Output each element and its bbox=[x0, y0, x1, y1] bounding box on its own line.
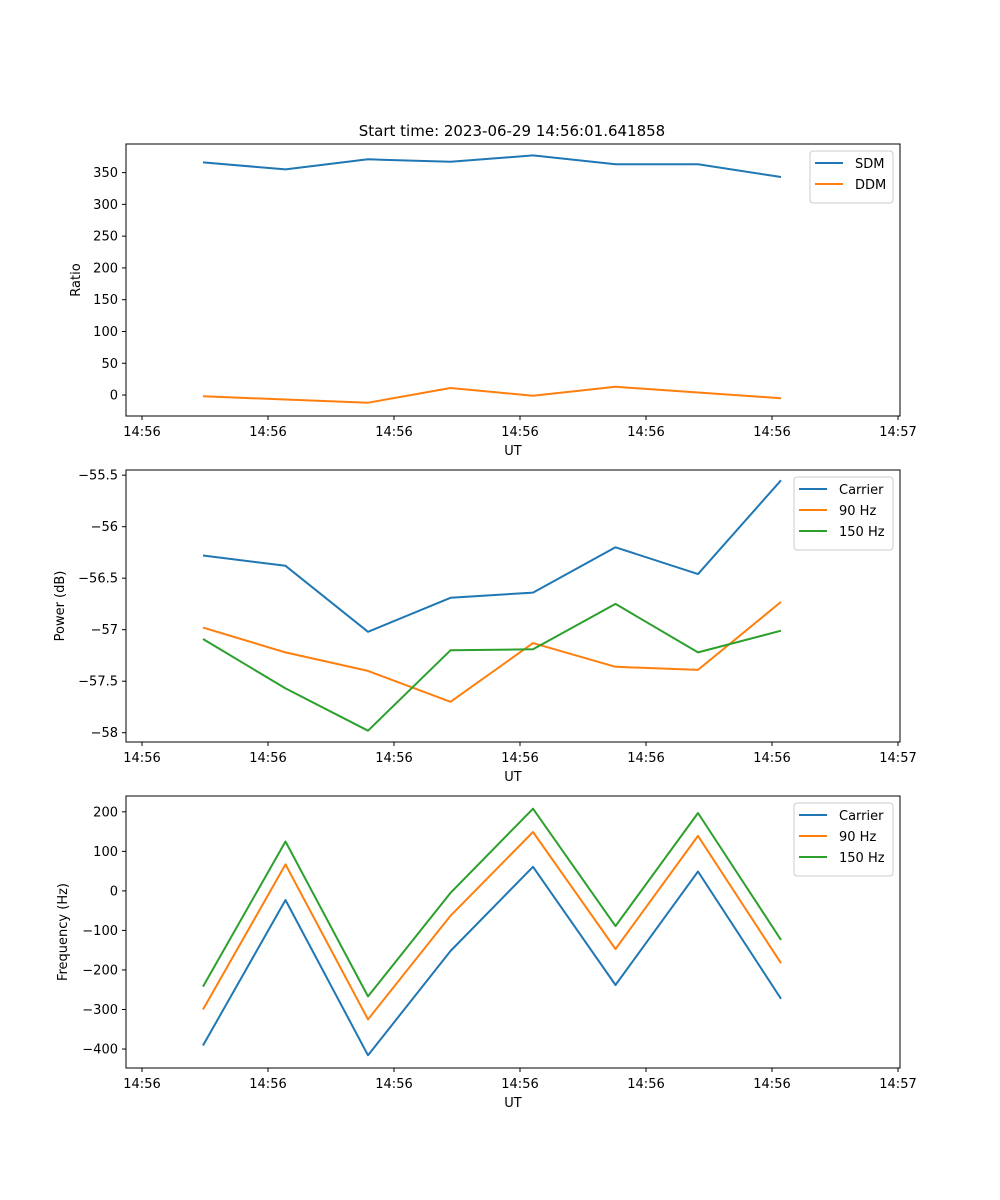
series-line-90-hz bbox=[202, 831, 782, 1021]
y-tick-label: −56.5 bbox=[78, 572, 118, 587]
legend-label: Carrier bbox=[839, 483, 884, 498]
legend-label: 150 Hz bbox=[839, 525, 885, 540]
x-tick-label: 14:56 bbox=[123, 1077, 160, 1092]
y-tick-label: −100 bbox=[82, 924, 118, 939]
x-tick-label: 14:56 bbox=[627, 1077, 664, 1092]
y-tick-label: 300 bbox=[93, 198, 118, 213]
legend-label: 150 Hz bbox=[839, 851, 885, 866]
x-tick-label: 14:56 bbox=[627, 751, 664, 766]
y-tick-label: 150 bbox=[93, 293, 118, 308]
series-line-150-hz bbox=[202, 807, 782, 998]
series-line-90-hz bbox=[202, 601, 782, 703]
x-tick-label: 14:56 bbox=[753, 1077, 790, 1092]
subplot-1: 0 50 100 150 200 250 300 350 14:56 14:56 14:56 14:5… bbox=[69, 143, 917, 459]
axes-frame bbox=[125, 795, 901, 1069]
y-tick-label: 350 bbox=[93, 166, 118, 181]
legend-label: 90 Hz bbox=[839, 504, 876, 519]
y-tick-label: −56 bbox=[91, 520, 118, 535]
y-tick-label: 0 bbox=[110, 884, 118, 899]
legend-label: DDM bbox=[855, 178, 886, 193]
x-tick-label: 14:56 bbox=[501, 751, 538, 766]
x-tick-label: 14:56 bbox=[375, 1077, 412, 1092]
y-tick-label: −300 bbox=[82, 1003, 118, 1018]
series-line-carrier bbox=[202, 479, 782, 633]
x-tick-label: 14:56 bbox=[249, 425, 286, 440]
x-tick-label: 14:56 bbox=[123, 751, 160, 766]
x-tick-label: 14:56 bbox=[501, 425, 538, 440]
y-tick-label: 0 bbox=[110, 389, 118, 404]
x-axis-label: UT bbox=[504, 770, 522, 785]
y-tick-label: 200 bbox=[93, 261, 118, 276]
y-axis-label: Ratio bbox=[69, 263, 84, 296]
series-line-150-hz bbox=[202, 602, 782, 732]
series-line-carrier bbox=[202, 865, 782, 1057]
y-tick-label: −400 bbox=[82, 1043, 118, 1058]
series-line-sdm bbox=[202, 154, 782, 178]
x-tick-label: 14:56 bbox=[753, 751, 790, 766]
x-tick-label: 14:56 bbox=[627, 425, 664, 440]
y-tick-label: 50 bbox=[101, 357, 118, 372]
axes-frame bbox=[125, 143, 901, 417]
y-tick-label: 100 bbox=[93, 845, 118, 860]
y-tick-label: −200 bbox=[82, 963, 118, 978]
legend-label: 90 Hz bbox=[839, 830, 876, 845]
x-tick-label: 14:56 bbox=[501, 1077, 538, 1092]
y-tick-label: −57.5 bbox=[78, 675, 118, 690]
legend-label: Carrier bbox=[839, 809, 884, 824]
y-tick-label: 100 bbox=[93, 325, 118, 340]
x-tick-label: 14:56 bbox=[249, 751, 286, 766]
x-tick-label: 14:57 bbox=[879, 425, 916, 440]
x-tick-label: 14:57 bbox=[879, 1077, 916, 1092]
y-tick-label: −57 bbox=[91, 623, 118, 638]
y-tick-label: 200 bbox=[93, 805, 118, 820]
x-tick-label: 14:56 bbox=[123, 425, 160, 440]
x-tick-label: 14:56 bbox=[375, 751, 412, 766]
x-tick-label: 14:56 bbox=[375, 425, 412, 440]
subplot-2: −58 −57.5 −57 −56.5 −56 −55.5 14:56 14:56 14:56 1… bbox=[53, 469, 917, 785]
y-tick-label: −58 bbox=[91, 726, 118, 741]
legend-label: SDM bbox=[855, 157, 884, 172]
axes-frame bbox=[125, 469, 901, 743]
x-tick-label: 14:56 bbox=[249, 1077, 286, 1092]
y-tick-label: 250 bbox=[93, 230, 118, 245]
y-axis-label: Frequency (Hz) bbox=[56, 883, 71, 981]
x-tick-label: 14:57 bbox=[879, 751, 916, 766]
y-tick-label: −55.5 bbox=[78, 469, 118, 484]
y-axis-label: Power (dB) bbox=[53, 571, 68, 642]
figure-title: Start time: 2023-06-29 14:56:01.641858 bbox=[359, 122, 665, 140]
subplot-3: −400 −300 −200 −100 0 100 200 14:56 14:56 14:56 14… bbox=[56, 795, 917, 1111]
series-line-ddm bbox=[202, 385, 782, 404]
x-axis-label: UT bbox=[504, 444, 522, 459]
x-tick-label: 14:56 bbox=[753, 425, 790, 440]
x-axis-label: UT bbox=[504, 1096, 522, 1111]
plots: 0 50 100 150 200 250 300 350 14:56 14:56 14:56 14:5… bbox=[53, 143, 917, 1111]
